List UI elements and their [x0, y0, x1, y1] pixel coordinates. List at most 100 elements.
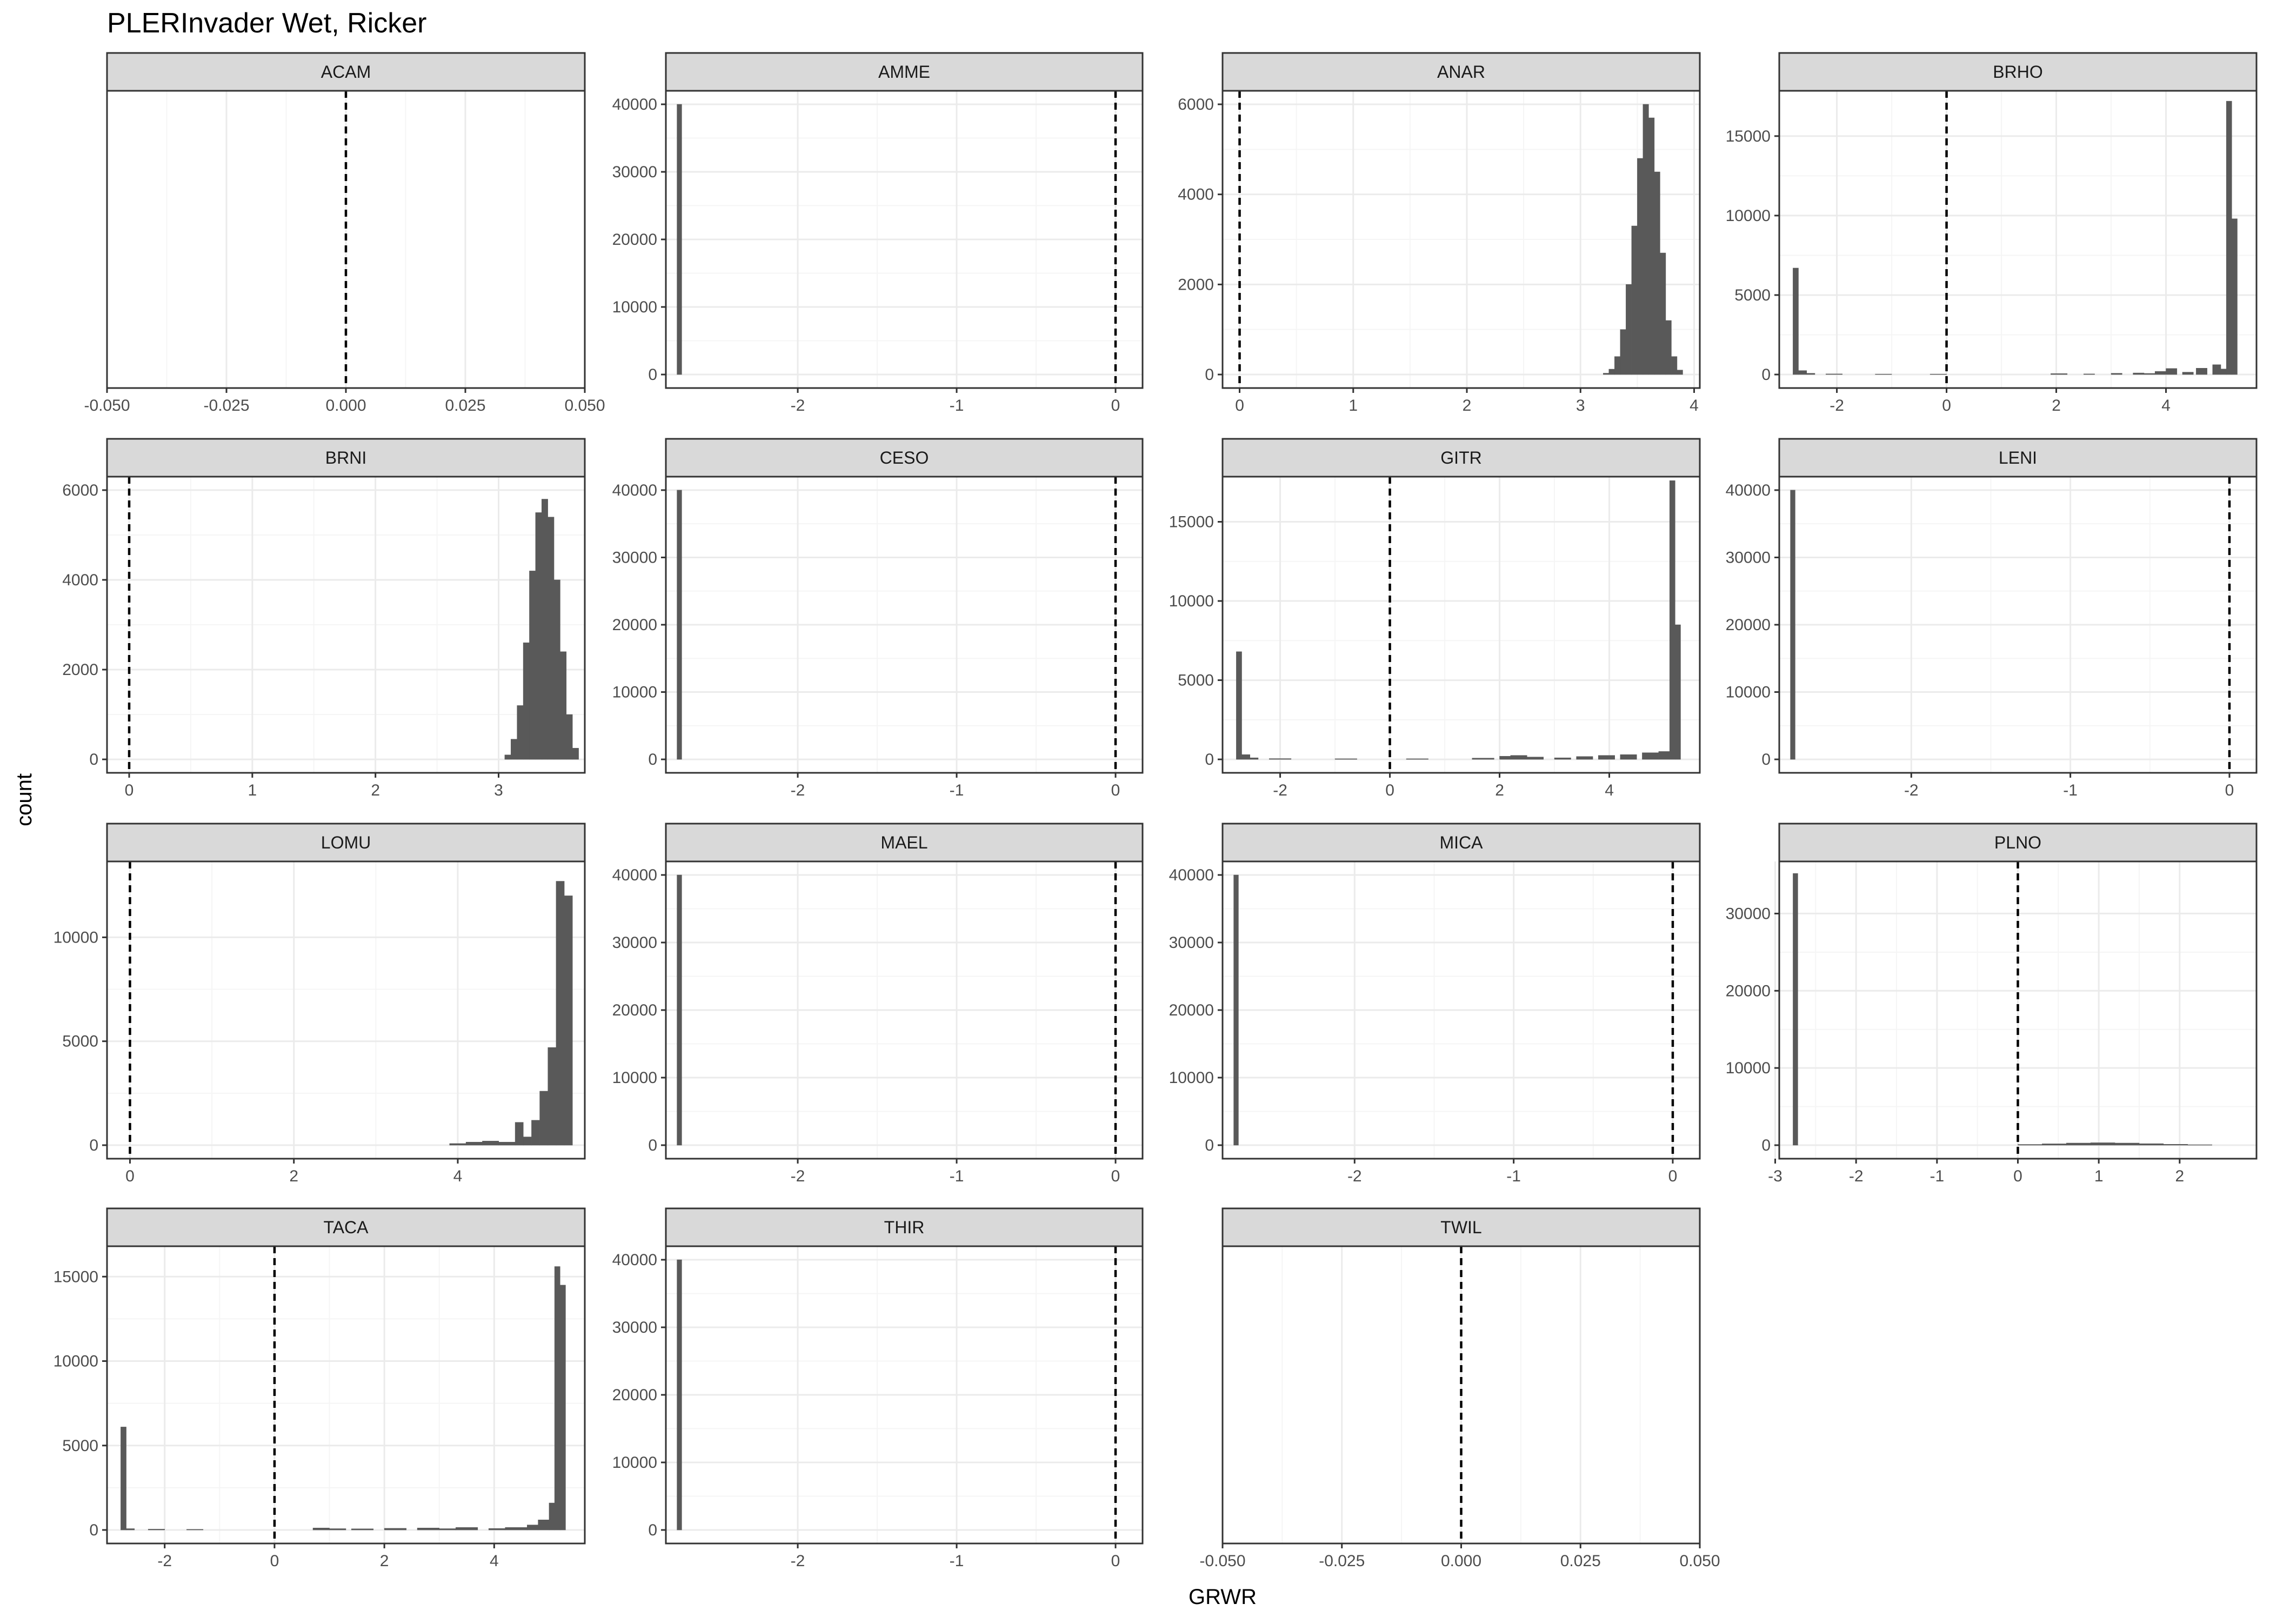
histogram-bar: [548, 517, 555, 760]
y-tick-label: 10000: [612, 1069, 657, 1087]
histogram-bar: [553, 579, 560, 760]
histogram-bar: [329, 1528, 346, 1531]
x-tick-label: -2: [1273, 781, 1287, 799]
histogram-bar: [2154, 371, 2166, 375]
y-tick-label: 5000: [1178, 672, 1214, 690]
histogram-bar: [1598, 755, 1615, 760]
x-tick-label: 2: [1495, 781, 1504, 799]
y-tick-label: 10000: [612, 1454, 657, 1472]
y-tick-label: 0: [1205, 1137, 1214, 1154]
histogram-bar: [529, 571, 536, 760]
y-tick-label: 0: [89, 1521, 98, 1539]
panel-taca: TACA -2 0 2 4 0 5000 10000 15000: [54, 1207, 586, 1570]
histogram-bar: [1643, 104, 1649, 375]
histogram-bar: [417, 1528, 439, 1531]
histogram-bar: [1671, 356, 1678, 375]
y-tick-label: 0: [1761, 1137, 1771, 1154]
panel-acam: ACAM -0.050 -0.025 0.000 0.025 0.050: [84, 52, 605, 415]
y-tick-label: 2000: [1178, 276, 1214, 293]
x-tick-label: 0: [1111, 781, 1120, 799]
histogram-bar: [515, 1122, 524, 1146]
histogram-bar: [2133, 372, 2145, 375]
strip-label-twil: TWIL: [1440, 1218, 1481, 1237]
histogram-bar: [1510, 755, 1527, 760]
x-axis-title: GRWR: [1189, 1585, 1257, 1609]
histogram-bar: [1793, 873, 1798, 1146]
x-tick-label: -1: [950, 1552, 964, 1570]
histogram-bar: [677, 1259, 682, 1531]
histogram-bar: [1554, 757, 1571, 760]
panel-lomu: LOMU 0 2 4 0 5000 10000: [54, 823, 586, 1185]
histogram-bar: [1576, 756, 1593, 760]
x-tick-label: 0: [1385, 781, 1394, 799]
y-tick-label: 30000: [612, 163, 657, 181]
y-tick-label: 10000: [1169, 592, 1214, 610]
histogram-bar: [2212, 364, 2221, 375]
y-tick-label: 0: [648, 1521, 657, 1539]
y-tick-label: 5000: [62, 1437, 98, 1455]
y-tick-label: 20000: [612, 616, 657, 634]
x-tick-label: 2: [380, 1552, 389, 1570]
histogram-bar: [2166, 368, 2178, 375]
x-tick-label: 2: [2175, 1167, 2184, 1185]
histogram-bar: [677, 104, 682, 375]
x-tick-label: 3: [494, 781, 503, 799]
chart-title: PLERInvader Wet, Ricker: [107, 8, 426, 39]
histogram-bar: [531, 1120, 540, 1146]
panel-ceso: CESO -2 -1 0 0 10000 20000 30000 40000: [612, 438, 1144, 799]
x-tick-label: -1: [950, 781, 964, 799]
y-tick-label: 0: [648, 751, 657, 768]
histogram-bar: [538, 1520, 550, 1531]
strip-label-plno: PLNO: [1994, 833, 2041, 852]
histogram-bar: [2042, 1144, 2067, 1146]
strip-background: [106, 1207, 586, 1247]
histogram-bar: [549, 1502, 555, 1531]
panel-gitr: GITR -2 0 2 4 0 5000 10000 15000: [1169, 438, 1701, 799]
strip-label-thir: THIR: [884, 1218, 925, 1237]
x-tick-label: 2: [371, 781, 380, 799]
strip-background: [106, 52, 586, 92]
y-tick-label: 10000: [1726, 684, 1771, 701]
x-tick-label: 0: [1235, 397, 1244, 415]
x-tick-label: 0.025: [445, 397, 485, 415]
strip-background: [665, 438, 1144, 478]
y-tick-label: 30000: [612, 934, 657, 952]
y-tick-label: 30000: [612, 549, 657, 566]
y-tick-label: 15000: [54, 1268, 98, 1286]
histogram-bar: [1603, 373, 1610, 375]
histogram-bar: [1233, 874, 1239, 1146]
strip-label-taca: TACA: [324, 1218, 369, 1237]
x-tick-label: -2: [1849, 1167, 1864, 1185]
histogram-bar: [121, 1427, 126, 1531]
histogram-bar: [2084, 373, 2095, 375]
x-tick-label: -2: [791, 1552, 805, 1570]
strip-label-gitr: GITR: [1440, 448, 1481, 467]
y-tick-label: 4000: [62, 571, 98, 589]
panel-thir: THIR -2 -1 0 0 10000 20000 30000 40000: [612, 1207, 1144, 1570]
histogram-bar: [1675, 624, 1681, 760]
x-tick-label: -2: [1904, 781, 1919, 799]
histogram-bar: [1660, 252, 1666, 375]
x-tick-label: -2: [1347, 1167, 1362, 1185]
x-tick-label: -2: [157, 1552, 172, 1570]
histogram-bar: [1241, 754, 1250, 760]
histogram-bar: [560, 1285, 566, 1531]
histogram-bar: [488, 1528, 505, 1531]
y-tick-label: 20000: [612, 1386, 657, 1404]
histogram-bar: [1669, 480, 1675, 760]
x-tick-label: 2: [2052, 397, 2061, 415]
y-tick-label: 0: [89, 751, 98, 768]
x-tick-label: 4: [1605, 781, 1614, 799]
x-tick-label: 0: [125, 1167, 135, 1185]
y-tick-label: 0: [648, 1137, 657, 1154]
histogram-bar: [527, 1525, 538, 1531]
strip-label-acam: ACAM: [321, 62, 371, 82]
histogram-bar: [1527, 757, 1544, 760]
histogram-bar: [2220, 369, 2227, 375]
y-tick-label: 0: [1205, 751, 1214, 768]
strip-label-mica: MICA: [1440, 833, 1484, 852]
y-tick-label: 0: [89, 1137, 98, 1154]
histogram-bar: [1793, 268, 1799, 375]
y-tick-label: 10000: [54, 1353, 98, 1371]
